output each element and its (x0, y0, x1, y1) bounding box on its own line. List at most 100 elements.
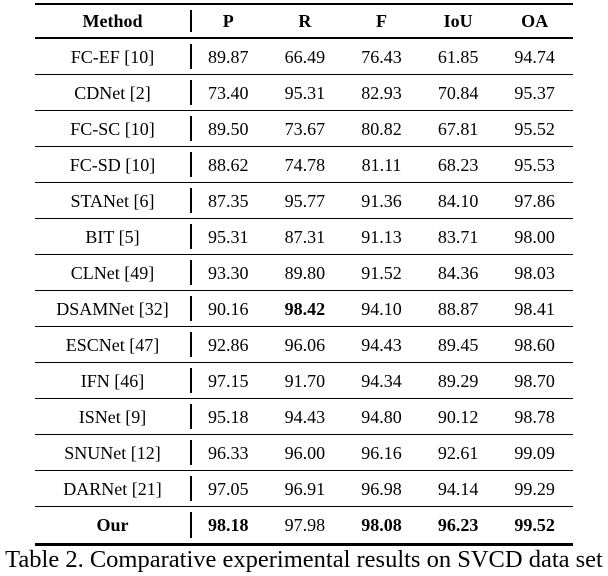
method-cell: STANet [6] (70, 190, 155, 211)
column-divider (190, 260, 192, 285)
column-divider (190, 440, 192, 465)
value-cell: 98.42 (284, 298, 326, 319)
value-cell: 73.67 (284, 118, 326, 139)
value-cell: 97.05 (208, 478, 249, 499)
value-cell: 94.43 (284, 406, 326, 427)
value-cell: 94.80 (361, 406, 402, 427)
value-cell: 80.82 (361, 118, 402, 139)
value-cell: 61.85 (437, 46, 479, 67)
table-row: CLNet [49] 93.30 89.80 91.52 84.36 98.03 (35, 255, 573, 291)
value-cell: 95.18 (208, 406, 249, 427)
value-cell: 88.62 (208, 154, 249, 175)
value-cell: 90.12 (437, 406, 479, 427)
value-cell: 98.08 (361, 515, 402, 535)
value-cell: 88.87 (437, 298, 479, 319)
table-row: FC-SD [10] 88.62 74.78 81.11 68.23 95.53 (35, 147, 573, 183)
method-cell: BIT [5] (85, 226, 140, 247)
value-cell: 96.00 (284, 442, 326, 463)
method-cell: ISNet [9] (78, 406, 147, 427)
method-cell: SNUNet [12] (64, 442, 161, 463)
method-cell: FC-SD [10] (69, 154, 156, 175)
value-cell: 90.16 (208, 298, 249, 319)
value-cell: 97.98 (284, 515, 326, 535)
method-cell: CDNet [2] (74, 82, 151, 103)
table-row: ISNet [9] 95.18 94.43 94.80 90.12 98.78 (35, 399, 573, 435)
value-cell: 83.71 (437, 226, 479, 247)
value-cell: 89.45 (437, 334, 479, 355)
header-cell: OA (521, 11, 549, 31)
value-cell: 94.14 (437, 478, 479, 499)
table-row: DSAMNet [32] 90.16 98.42 94.10 88.87 98.41 (35, 291, 573, 327)
table-row: ESCNet [47] 92.86 96.06 94.43 89.45 98.60 (35, 327, 573, 363)
value-cell: 91.70 (284, 370, 326, 391)
value-cell: 96.33 (208, 442, 249, 463)
value-cell: 92.86 (208, 334, 249, 355)
value-cell: 84.36 (437, 262, 479, 283)
value-cell: 81.11 (361, 154, 402, 175)
value-cell: 67.81 (437, 118, 479, 139)
method-cell: DARNet [21] (63, 478, 162, 499)
value-cell: 94.34 (361, 370, 402, 391)
table-row: IFN [46] 97.15 91.70 94.34 89.29 98.70 (35, 363, 573, 399)
method-cell: ESCNet [47] (65, 334, 160, 355)
value-cell: 98.70 (514, 370, 555, 391)
value-cell: 91.36 (361, 190, 402, 211)
value-cell: 95.52 (514, 118, 555, 139)
value-cell: 91.52 (361, 262, 402, 283)
method-cell: FC-SC [10] (70, 118, 155, 139)
value-cell: 96.98 (361, 478, 402, 499)
value-cell: 68.23 (437, 154, 479, 175)
column-divider (190, 512, 192, 538)
value-cell: 97.86 (514, 190, 555, 211)
value-cell: 74.78 (284, 154, 326, 175)
value-cell: 84.10 (437, 190, 479, 211)
value-cell: 92.61 (437, 442, 479, 463)
value-cell: 66.49 (284, 46, 326, 67)
value-cell: 95.31 (284, 82, 326, 103)
value-cell: 70.84 (437, 82, 479, 103)
method-cell: FC-EF [10] (70, 46, 155, 67)
value-cell: 94.43 (361, 334, 402, 355)
table-row: BIT [5] 95.31 87.31 91.13 83.71 98.00 (35, 219, 573, 255)
value-cell: 96.06 (284, 334, 326, 355)
value-cell: 89.29 (437, 370, 479, 391)
value-cell: 89.50 (208, 118, 249, 139)
header-cell: F (375, 11, 387, 31)
method-cell: CLNet [49] (70, 262, 155, 283)
value-cell: 98.03 (514, 262, 555, 283)
value-cell: 98.00 (514, 226, 555, 247)
value-cell: 73.40 (208, 82, 249, 103)
value-cell: 89.80 (284, 262, 326, 283)
header-cell: IoU (443, 11, 473, 31)
column-divider (190, 80, 192, 105)
value-cell: 93.30 (208, 262, 249, 283)
value-cell: 76.43 (361, 46, 402, 67)
column-divider (190, 188, 192, 213)
value-cell: 97.15 (208, 370, 249, 391)
method-cell: IFN [46] (80, 370, 145, 391)
value-cell: 98.18 (208, 515, 249, 535)
table-header-row: Method P R F IoU OA (35, 5, 573, 39)
table-row: Our 98.18 97.98 98.08 96.23 99.52 (35, 507, 573, 543)
column-divider (190, 152, 192, 177)
value-cell: 94.74 (514, 46, 555, 67)
value-cell: 95.37 (514, 82, 555, 103)
table-row: CDNet [2] 73.40 95.31 82.93 70.84 95.37 (35, 75, 573, 111)
column-divider (190, 116, 192, 141)
value-cell: 99.09 (514, 442, 555, 463)
column-divider (190, 10, 192, 32)
header-cell: R (298, 11, 312, 31)
table-row: STANet [6] 87.35 95.77 91.36 84.10 97.86 (35, 183, 573, 219)
value-cell: 89.87 (208, 46, 249, 67)
value-cell: 99.29 (514, 478, 555, 499)
value-cell: 95.53 (514, 154, 555, 175)
value-cell: 96.91 (284, 478, 326, 499)
value-cell: 96.16 (361, 442, 402, 463)
column-divider (190, 44, 192, 69)
results-table: Method P R F IoU OA FC-EF [10] 89.87 66.49 76.43 6… (35, 3, 573, 546)
column-divider (190, 476, 192, 501)
method-cell: DSAMNet [32] (56, 298, 169, 319)
value-cell: 99.52 (514, 515, 555, 535)
table-row: SNUNet [12] 96.33 96.00 96.16 92.61 99.09 (35, 435, 573, 471)
